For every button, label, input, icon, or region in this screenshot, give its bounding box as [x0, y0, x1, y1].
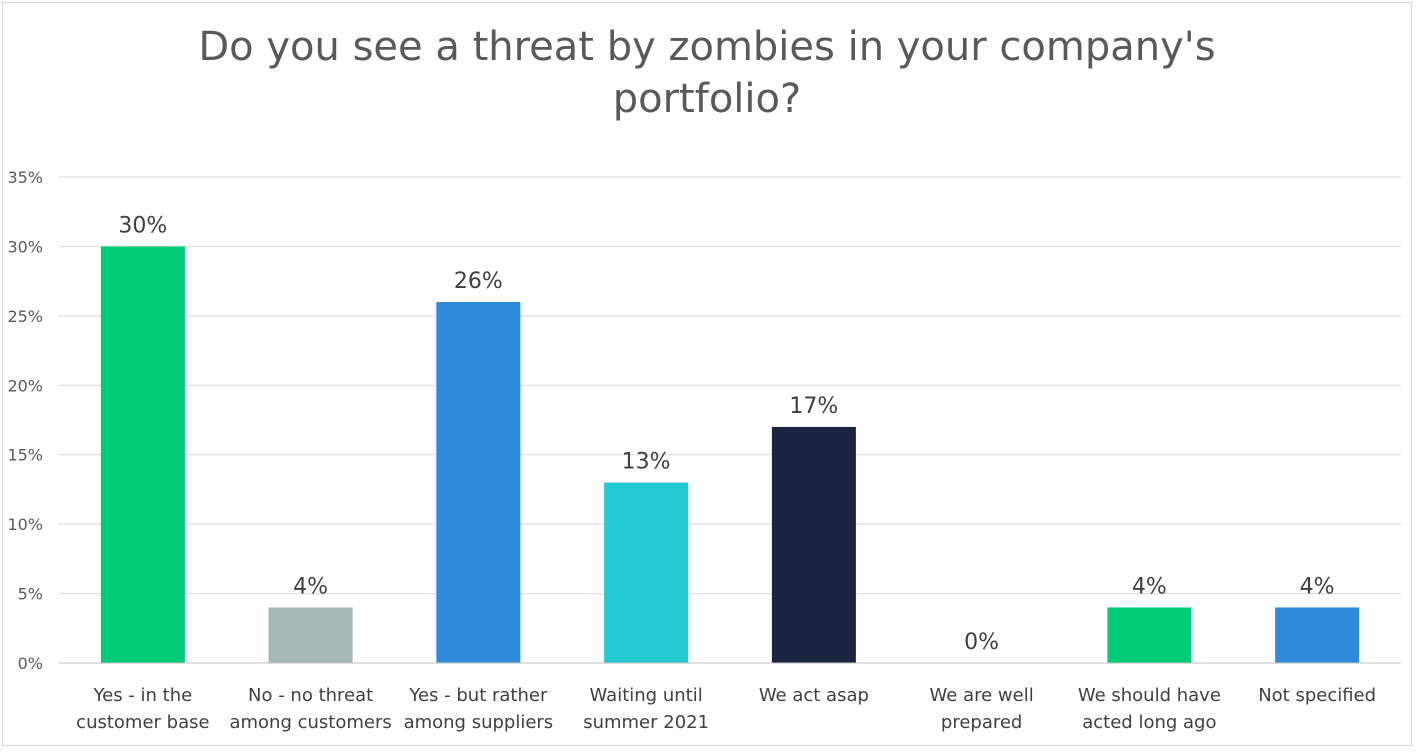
- y-tick-label: 15%: [7, 446, 43, 465]
- x-tick-label: Not specified: [1258, 685, 1376, 706]
- y-tick-label: 0%: [18, 654, 43, 673]
- x-tick-label-line: No - no threat: [248, 685, 373, 706]
- data-label: 17%: [789, 394, 838, 419]
- x-tick-label-line: Not specified: [1258, 685, 1376, 706]
- x-tick-label-line: We act asap: [759, 685, 869, 706]
- x-tick-label: Yes - but rather among suppliers: [404, 685, 554, 733]
- x-tick-label: We act asap: [759, 685, 869, 706]
- x-tick-label-line: prepared: [941, 712, 1022, 733]
- data-label: 30%: [118, 213, 167, 238]
- bar-chart-plot: 0% 5% 10% 15% 20% 25% 30% 35% 30% Yes - in the cus…: [7, 168, 1401, 733]
- x-tick-label-line: customer base: [76, 712, 209, 733]
- data-label: 0%: [964, 630, 999, 655]
- x-tick-label: No - no threat among customers: [229, 685, 391, 733]
- x-tick-label-line: among customers: [229, 712, 391, 733]
- data-label: 4%: [1300, 574, 1335, 599]
- x-tick-label: Yes - in the customer base: [76, 685, 209, 733]
- y-tick-label: 30%: [7, 237, 43, 256]
- y-tick-label: 25%: [7, 307, 43, 326]
- bar: [1107, 607, 1192, 663]
- bar: [771, 426, 856, 663]
- bar: [268, 607, 353, 663]
- y-tick-label: 20%: [7, 376, 43, 395]
- data-label: 26%: [454, 269, 503, 294]
- y-tick-label: 35%: [7, 168, 43, 187]
- chart-title: Do you see a threat by zombies in your c…: [3, 21, 1411, 125]
- data-label: 4%: [293, 574, 328, 599]
- y-tick-label: 5%: [18, 585, 43, 604]
- x-tick-label: Waiting until summer 2021: [583, 685, 709, 733]
- x-tick-label-line: We should have: [1078, 685, 1221, 706]
- x-tick-label-line: Yes - in the: [93, 685, 193, 706]
- x-tick-label-line: Yes - but rather: [408, 685, 548, 706]
- x-tick-label-line: among suppliers: [404, 712, 554, 733]
- x-tick-label: We should have acted long ago: [1078, 685, 1221, 733]
- x-tick-label-line: summer 2021: [583, 712, 709, 733]
- bar: [436, 301, 521, 663]
- data-label: 4%: [1132, 574, 1167, 599]
- x-tick-label: We are well prepared: [930, 685, 1034, 733]
- chart-title-line-2: portfolio?: [612, 76, 802, 122]
- chart-title-line-1: Do you see a threat by zombies in your c…: [198, 24, 1216, 70]
- x-tick-label-line: acted long ago: [1082, 712, 1216, 733]
- data-label: 13%: [622, 449, 671, 474]
- y-tick-label: 10%: [7, 515, 43, 534]
- bar: [604, 482, 689, 663]
- bar: [1275, 607, 1360, 663]
- x-tick-label-line: Waiting until: [590, 685, 703, 706]
- bar: [100, 246, 185, 663]
- x-tick-label-line: We are well: [930, 685, 1034, 706]
